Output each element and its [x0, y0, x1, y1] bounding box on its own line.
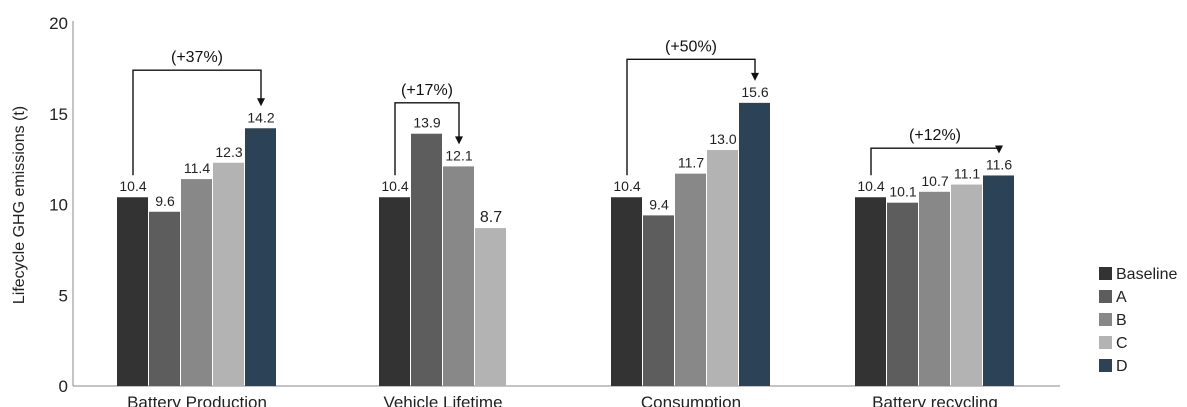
y-tick-label: 5 [59, 286, 68, 305]
data-label: 13.9 [413, 115, 440, 131]
data-label: 9.4 [649, 196, 669, 212]
x-category-label: Battery Production [127, 393, 267, 407]
data-label: 11.7 [678, 155, 704, 171]
bar [149, 211, 180, 386]
bar [739, 102, 770, 387]
bar [411, 133, 442, 386]
data-label: 10.4 [613, 178, 640, 194]
data-label: 11.6 [986, 156, 1012, 172]
data-label: 10.4 [381, 178, 408, 194]
axes: 0 5 10 15 20 Battery Production Vehicle Lifeti… [49, 14, 1060, 407]
annotation-label: (+50%) [665, 38, 717, 55]
bar [379, 197, 410, 386]
bar [675, 173, 706, 386]
annotation-arrowhead [455, 136, 463, 145]
annotation-arrowhead [257, 98, 265, 107]
bar [245, 128, 276, 386]
data-label: 10.1 [889, 184, 916, 200]
legend-label: Baseline [1116, 266, 1177, 283]
bar [181, 179, 212, 386]
legend-swatch [1099, 290, 1112, 303]
x-category-label: Battery recycling [872, 393, 998, 407]
data-label: 12.3 [215, 144, 242, 160]
annotation-label: (+37%) [171, 49, 223, 66]
annotation-label: (+17%) [401, 82, 453, 99]
data-label: 13.0 [709, 131, 736, 147]
annotation-bracket [626, 58, 756, 176]
legend-label: C [1116, 335, 1128, 352]
data-label: 15.6 [741, 84, 768, 100]
bar [475, 228, 506, 386]
data-label: 12.1 [445, 147, 472, 163]
bar [855, 197, 886, 386]
data-label: 11.4 [184, 160, 210, 176]
legend-swatch [1099, 313, 1112, 326]
bar [951, 184, 982, 386]
bar [887, 202, 918, 386]
data-label: 8.7 [480, 209, 502, 226]
data-label: 14.2 [247, 109, 274, 125]
data-label: 10.4 [119, 178, 146, 194]
bars [117, 102, 1014, 387]
annotation-bracket [132, 69, 262, 176]
annotations: (+37%) (+17%) (+50%) (+12%) [132, 38, 1003, 176]
annotation-bracket [394, 102, 460, 176]
x-category-label: Vehicle Lifetime [383, 393, 502, 407]
y-tick-label: 20 [49, 14, 68, 33]
y-tick-label: 0 [59, 377, 68, 396]
x-category-label: Consumption [641, 393, 741, 407]
data-label: 10.7 [921, 173, 948, 189]
annotation-arrowhead [995, 145, 1003, 154]
bar [707, 150, 738, 386]
y-tick-label: 15 [49, 105, 68, 124]
bar [117, 197, 148, 386]
annotation-arrowhead [751, 72, 759, 81]
bar [983, 175, 1014, 386]
bar [611, 197, 642, 386]
legend-label: D [1116, 358, 1128, 375]
data-label: 11.1 [954, 166, 980, 182]
y-axis-label: Lifecycle GHG emissions (t) [11, 106, 28, 304]
annotation-label: (+12%) [909, 127, 961, 144]
bar [643, 215, 674, 386]
data-label: 10.4 [857, 178, 884, 194]
bar [919, 191, 950, 386]
bar [443, 166, 474, 386]
legend-label: A [1116, 289, 1127, 306]
data-labels: 10.4 9.6 11.4 12.3 14.2 10.4 13.9 12.1 8.7 10.4 9.… [119, 84, 1012, 226]
legend-label: B [1116, 312, 1127, 329]
legend-swatch [1099, 359, 1112, 372]
legend-swatch [1099, 336, 1112, 349]
y-tick-label: 10 [49, 196, 68, 215]
bar [213, 162, 244, 386]
legend-swatch [1099, 267, 1112, 280]
data-label: 9.6 [155, 193, 175, 209]
